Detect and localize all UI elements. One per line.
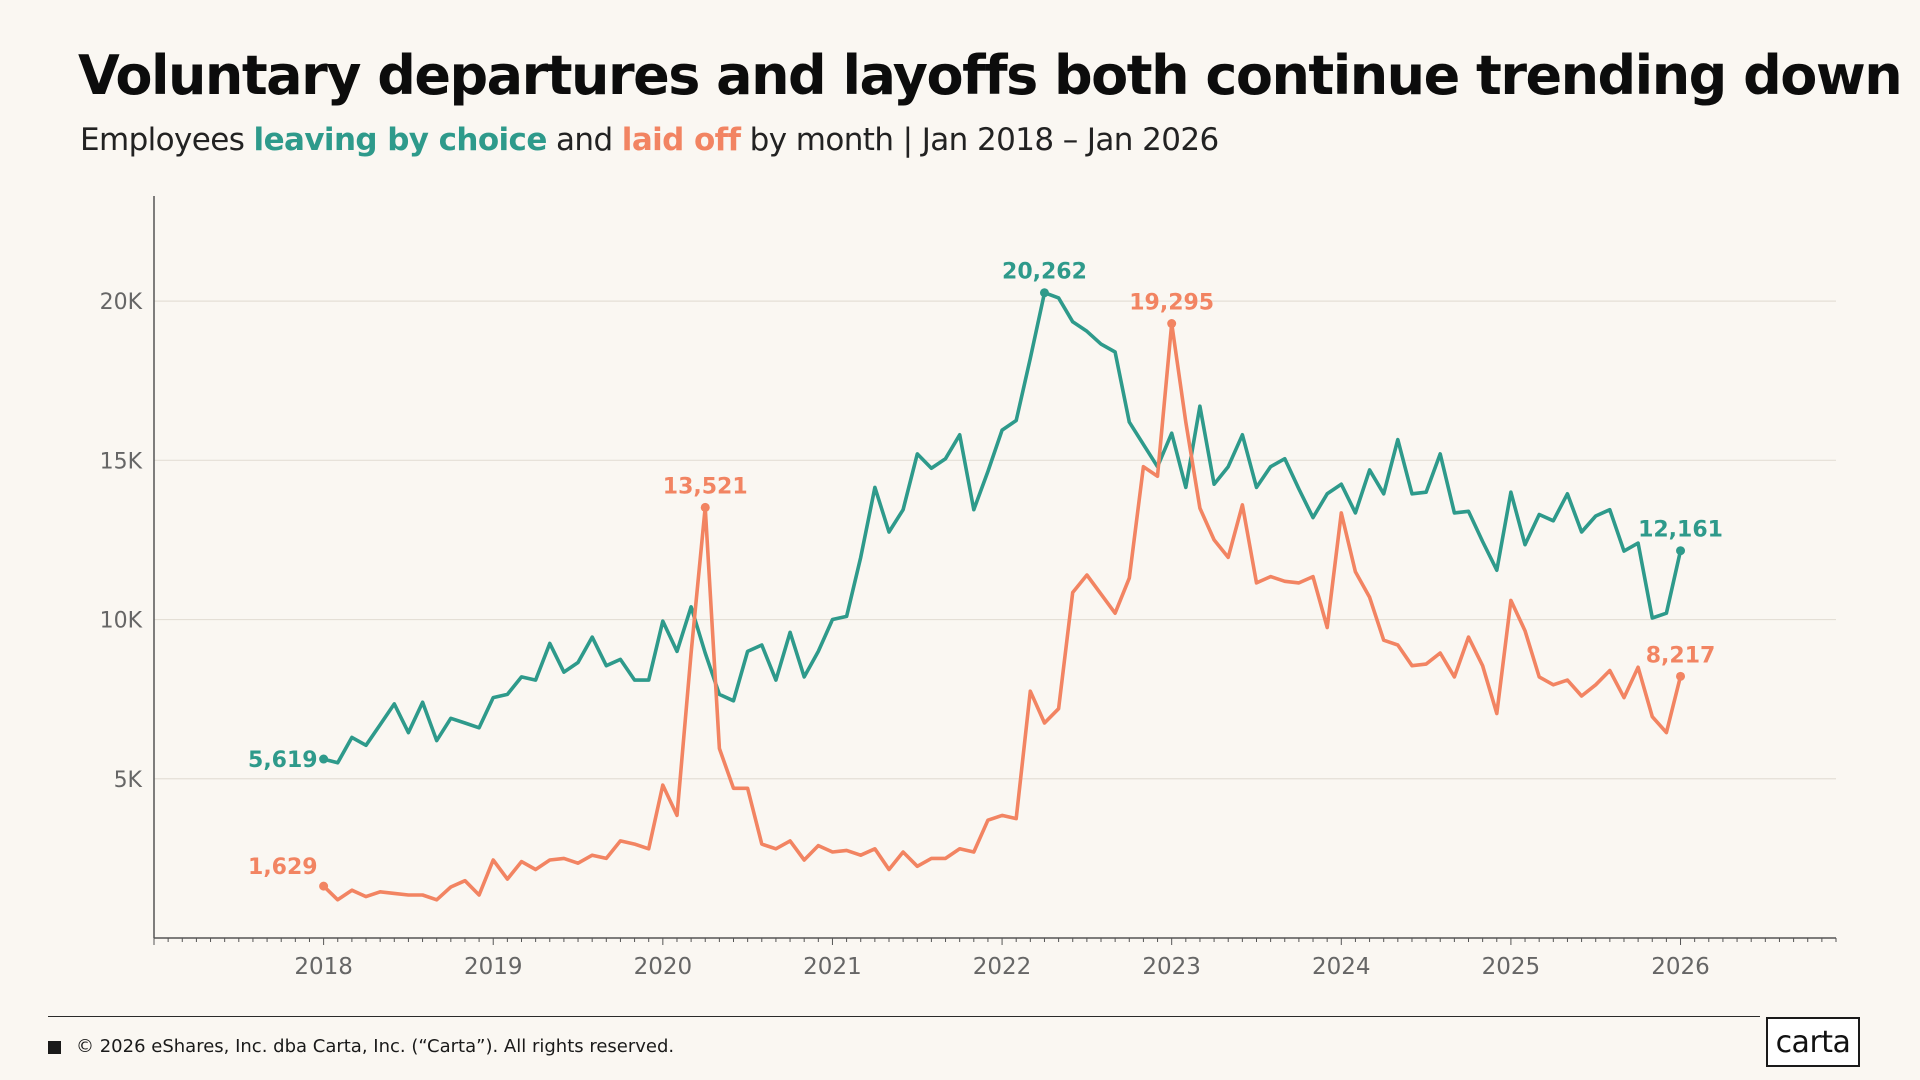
carta-logo: carta — [1766, 1017, 1860, 1067]
annotation-point — [1676, 546, 1686, 556]
subtitle-series-laidoff: laid off — [621, 122, 741, 158]
annotation-point — [1676, 671, 1686, 681]
data-label: 12,161 — [1638, 518, 1723, 543]
x-tick-label: 2018 — [294, 954, 353, 980]
annotation-point — [1039, 288, 1049, 298]
annotation-point — [1167, 319, 1177, 329]
y-tick-label: 5K — [114, 768, 143, 793]
data-label: 5,619 — [248, 748, 318, 773]
x-tick-label: 2021 — [803, 954, 862, 980]
x-tick-label: 2023 — [1142, 954, 1201, 980]
x-tick-label: 2026 — [1651, 954, 1710, 980]
series-line-laid-off — [321, 321, 1683, 902]
data-label: 8,217 — [1646, 643, 1716, 668]
data-label: 1,629 — [248, 855, 318, 880]
data-label: 20,262 — [1002, 260, 1087, 285]
subtitle-suffix: by month | Jan 2018 – Jan 2026 — [740, 122, 1220, 158]
subtitle-prefix: Employees — [80, 122, 254, 158]
data-label: 19,295 — [1129, 291, 1214, 316]
annotation-point — [319, 754, 329, 764]
copyright-text: © 2026 eShares, Inc. dba Carta, Inc. (“C… — [76, 1036, 675, 1057]
series-line-leaving-by-choice — [321, 290, 1683, 765]
chart-title: Voluntary departures and layoffs both co… — [78, 44, 1903, 107]
annotation-point — [319, 881, 329, 891]
x-tick-label: 2019 — [464, 954, 523, 980]
data-label: 13,521 — [663, 474, 748, 499]
chart-subtitle: Employees leaving by choice and laid off… — [80, 122, 1219, 158]
subtitle-series-leaving: leaving by choice — [253, 122, 548, 158]
y-tick-label: 15K — [100, 449, 143, 474]
x-tick-label: 2022 — [973, 954, 1032, 980]
x-tick-label: 2024 — [1312, 954, 1371, 980]
x-tick-label: 2025 — [1482, 954, 1541, 980]
footer-divider — [48, 1016, 1760, 1017]
footer-square-icon — [48, 1041, 61, 1054]
y-tick-label: 10K — [100, 609, 143, 634]
y-tick-label: 20K — [100, 290, 143, 315]
subtitle-mid: and — [546, 122, 622, 158]
annotation-point — [700, 502, 710, 512]
x-tick-label: 2020 — [634, 954, 693, 980]
